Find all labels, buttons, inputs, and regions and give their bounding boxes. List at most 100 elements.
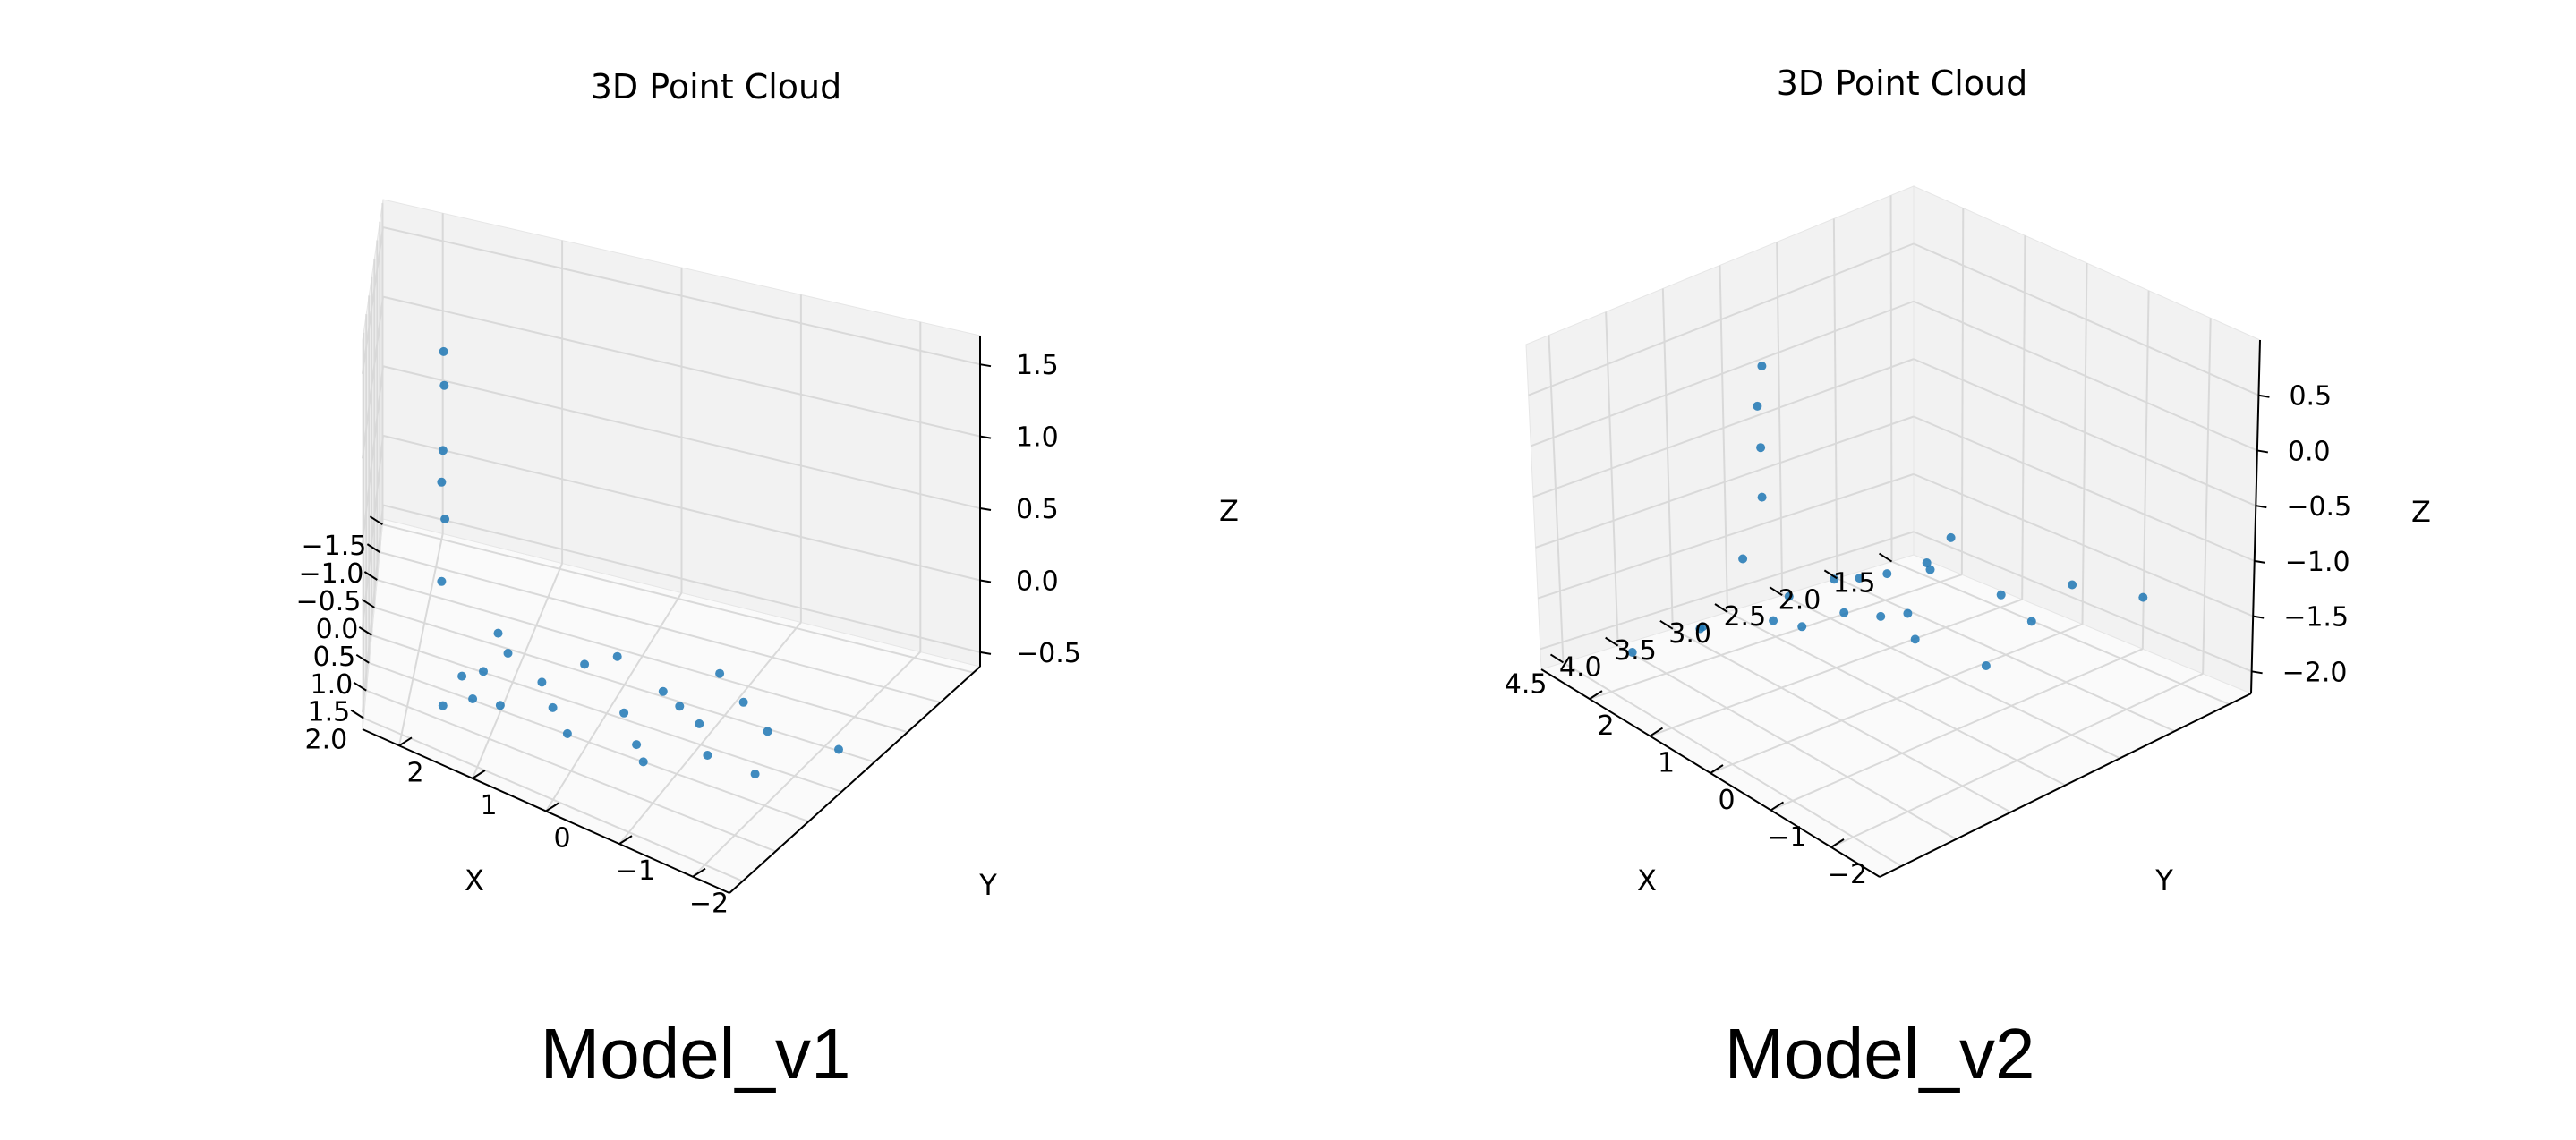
back-pane-y — [1525, 185, 1915, 670]
y-tick-label: 0 — [553, 823, 570, 855]
y-tick-label: −2 — [1828, 859, 1867, 890]
data-point — [638, 757, 648, 767]
z-tick-mark — [979, 435, 992, 439]
y-tick-mark — [398, 736, 413, 747]
gridline — [1832, 218, 1838, 579]
data-point — [1981, 661, 1991, 670]
data-point — [548, 702, 558, 712]
x-tick-mark — [1605, 636, 1619, 647]
z-tick-mark — [979, 651, 992, 655]
data-point — [457, 671, 467, 681]
data-point — [1946, 532, 1956, 542]
gridline — [1650, 598, 2023, 737]
gridlines — [1528, 195, 2259, 867]
z-tick-mark — [2251, 670, 2263, 675]
x-axis-label: X — [1637, 864, 1657, 898]
y-axis-label: Y — [978, 868, 997, 902]
y-tick-label: 0 — [1718, 785, 1735, 816]
data-point — [1757, 492, 1767, 502]
caption-model-2: Model_v2 — [1724, 1014, 2035, 1093]
x-axis-label: X — [465, 864, 484, 898]
gridline — [1913, 531, 2253, 673]
z-axis-label: Z — [1219, 494, 1239, 528]
data-point — [503, 649, 513, 658]
gridline — [2141, 290, 2150, 650]
gridline — [382, 504, 981, 653]
y-tick-label: −2 — [689, 889, 729, 920]
z-tick-mark — [2256, 505, 2267, 509]
y-tick-mark — [618, 835, 633, 845]
x-tick-mark — [366, 543, 380, 553]
gridline — [362, 296, 384, 459]
z-tick-mark — [2258, 394, 2270, 398]
z-tick-mark — [2256, 449, 2269, 454]
gridlines — [362, 203, 981, 882]
gridline — [1710, 623, 2083, 774]
gridline — [1913, 358, 2256, 507]
data-point — [1738, 554, 1748, 564]
point-group — [437, 346, 843, 778]
x-tick-label: 4.5 — [1505, 668, 1548, 700]
x-axis-line — [1879, 693, 2252, 878]
x-tick-label: −0.5 — [295, 586, 361, 617]
y-tick-mark — [1770, 801, 1785, 812]
z-tick-label: −2.0 — [2282, 657, 2348, 688]
data-point — [1882, 569, 1892, 579]
z-tick-mark — [979, 507, 992, 512]
data-point — [493, 628, 503, 638]
x-tick-label: 2.5 — [1723, 601, 1766, 633]
point-group — [1627, 362, 2148, 670]
y-tick-label: 1 — [480, 790, 497, 821]
data-point — [2026, 617, 2036, 626]
gridline — [618, 621, 802, 845]
x-tick-label: 1.5 — [308, 697, 351, 728]
x-tick-label: −1.0 — [299, 558, 364, 590]
point-cloud-plot-1: 2.01.51.00.50.0−0.5−1.0−1.5210−1−2−0.50.… — [295, 67, 1238, 920]
data-point — [1830, 574, 1839, 584]
data-point — [1903, 608, 1913, 618]
y-tick-label: −1 — [616, 855, 655, 887]
gridline — [382, 365, 981, 510]
data-point — [612, 651, 622, 661]
chart-title: 3D Point Cloud — [591, 67, 842, 106]
x-tick-label: 4.0 — [1559, 652, 1602, 684]
data-point — [562, 728, 572, 738]
y-tick-mark — [1830, 838, 1845, 848]
x-tick-mark — [353, 681, 367, 692]
x-tick-mark — [1549, 653, 1565, 664]
x-tick-mark — [355, 653, 370, 664]
y-tick-mark — [472, 770, 486, 779]
z-tick-label: 0.5 — [1016, 494, 1059, 525]
z-tick-label: 1.5 — [1016, 350, 1059, 381]
data-point — [695, 719, 704, 728]
data-point — [1756, 443, 1766, 453]
z-axis-line — [2250, 339, 2261, 694]
gridline — [545, 591, 683, 812]
data-point — [580, 659, 590, 669]
z-tick-label: 0.5 — [2289, 381, 2332, 413]
data-point — [438, 446, 448, 455]
y-tick-mark — [1589, 690, 1603, 700]
z-axis-label: Z — [2411, 495, 2431, 529]
x-tick-mark — [358, 626, 372, 636]
x-tick-mark — [361, 599, 375, 608]
z-tick-label: −0.5 — [2286, 491, 2351, 523]
gridline — [1605, 311, 1619, 646]
data-point — [750, 770, 760, 778]
z-tick-label: −1.0 — [2285, 547, 2350, 578]
x-axis-line — [729, 666, 981, 894]
gridline — [362, 366, 384, 544]
y-tick-label: 1 — [1658, 748, 1675, 779]
gridline — [472, 563, 564, 779]
z-tick-mark — [2254, 559, 2265, 564]
gridline — [362, 226, 384, 374]
point-cloud-plot-2: 4.5 4.0 3.5 3.0 2.5 2.0 1.5 2 1 0 −1 −2 −2.0 −1.5 −1.0… — [1505, 64, 2431, 898]
z-tick-label: 0.0 — [2288, 436, 2331, 467]
gridline — [2202, 318, 2212, 674]
x-tick-label: 1.0 — [311, 669, 354, 701]
gridline — [362, 435, 384, 628]
gridline — [1830, 672, 2204, 848]
caption-model-1: Model_v1 — [540, 1014, 851, 1093]
x-tick-mark — [1769, 586, 1783, 597]
